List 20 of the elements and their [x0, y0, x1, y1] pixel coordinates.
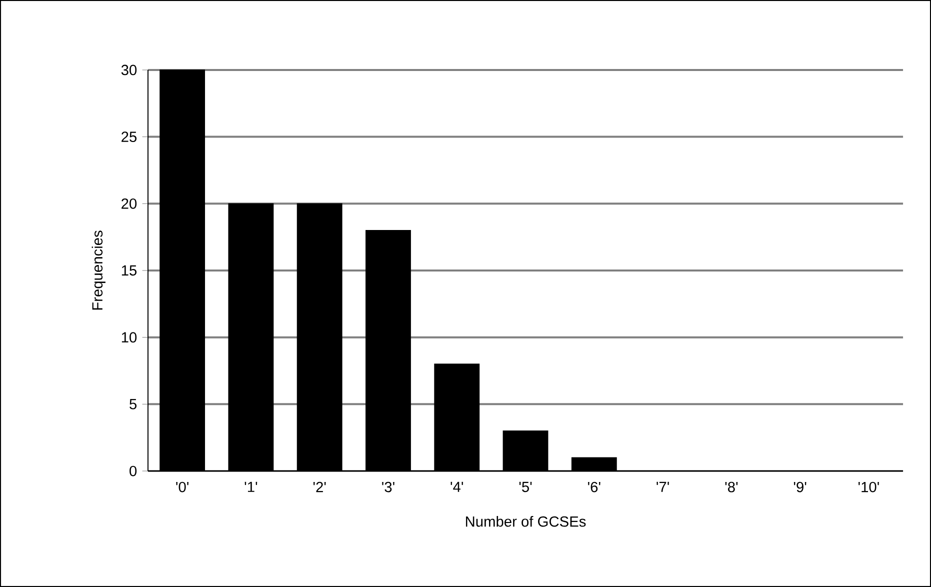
x-axis-title: Number of GCSEs [466, 516, 586, 527]
y-tick-label: 0 [130, 466, 137, 476]
y-tick-label: 20 [122, 198, 137, 209]
x-tick-label: '8' [725, 482, 738, 492]
x-tick-label: '4' [450, 482, 464, 492]
x-tick-label: '2' [313, 482, 326, 492]
y-tick-label: 15 [122, 265, 137, 276]
x-tick-label: '3' [382, 482, 394, 492]
y-axis-title: Frequencies [92, 230, 106, 310]
y-tick-label: 25 [122, 132, 137, 142]
x-tick-label: '5' [519, 482, 532, 492]
x-tick-label: '1' [244, 482, 258, 492]
x-tick-label: '0' [176, 482, 188, 492]
y-tick-label: 5 [130, 399, 137, 410]
x-tick-label: '9' [794, 482, 806, 492]
x-tick-label: '6' [588, 482, 600, 492]
y-tick-label: 10 [122, 332, 137, 343]
x-tick-label: '7' [656, 482, 669, 492]
y-tick-label: 30 [121, 64, 137, 76]
x-tick-label: '10' [858, 482, 879, 492]
